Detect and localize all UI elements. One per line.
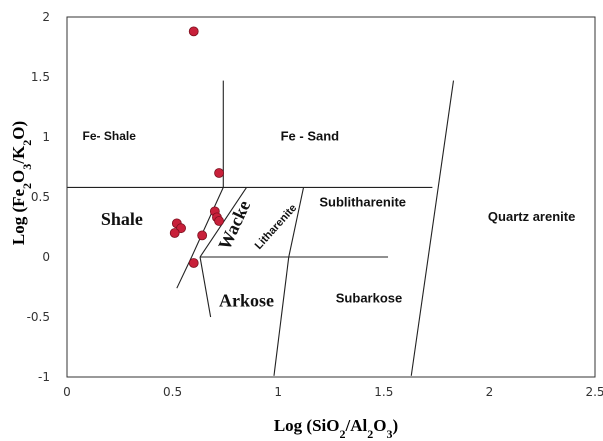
- y-tick-label: 1.5: [31, 70, 50, 84]
- y-tick-label: 2: [42, 10, 50, 24]
- x-tick-label: 0.5: [163, 385, 182, 399]
- data-point: [188, 258, 199, 268]
- data-point: [169, 228, 180, 238]
- x-tick-label: 1: [274, 385, 282, 399]
- x-tick-labels: 0 0.5 1 1.5 2 2.5: [63, 385, 603, 399]
- region-label-sublitharenite: Sublitharenite: [319, 194, 406, 209]
- y-axis-title: Log (Fe2O3/K2O): [9, 121, 34, 245]
- y-tick-labels: -1 -0.5 0 0.5 1 1.5 2: [27, 10, 50, 384]
- boundary-line-9: [410, 80, 455, 376]
- boundary-line-7: [199, 256, 212, 318]
- region-label-subarkose: Subarkose: [336, 290, 402, 305]
- x-tick-label: 2: [486, 385, 494, 399]
- plot-frame: [66, 16, 596, 378]
- region-label-fe-shale: Fe- Shale: [83, 129, 137, 143]
- y-tick-label: 0.5: [31, 190, 50, 204]
- x-tick-label: 0: [63, 385, 71, 399]
- data-point: [188, 26, 199, 37]
- boundary-line-2: [191, 187, 224, 258]
- region-label-arkose: Arkose: [219, 291, 274, 311]
- x-tick-label: 1.5: [374, 385, 393, 399]
- data-point: [214, 168, 224, 178]
- region-label-litharenite: Litharenite: [253, 202, 300, 252]
- boundary-line-4: [288, 187, 305, 258]
- boundary-line-8: [273, 256, 290, 376]
- y-tick-label: 1: [42, 130, 50, 144]
- data-points: [169, 26, 224, 268]
- y-tick-label: -1: [38, 370, 50, 384]
- data-point: [214, 216, 224, 226]
- region-label-fe-sand: Fe - Sand: [281, 128, 340, 143]
- region-label-shale: Shale: [101, 209, 143, 229]
- x-tick-label: 2.5: [585, 385, 603, 399]
- y-tick-label: -0.5: [27, 310, 50, 324]
- y-tick-label: 0: [42, 250, 50, 264]
- data-point: [197, 230, 208, 241]
- region-label-quartz-arenite: Quartz arenite: [488, 209, 575, 224]
- x-axis-title: Log (SiO2/Al2O3): [274, 416, 398, 441]
